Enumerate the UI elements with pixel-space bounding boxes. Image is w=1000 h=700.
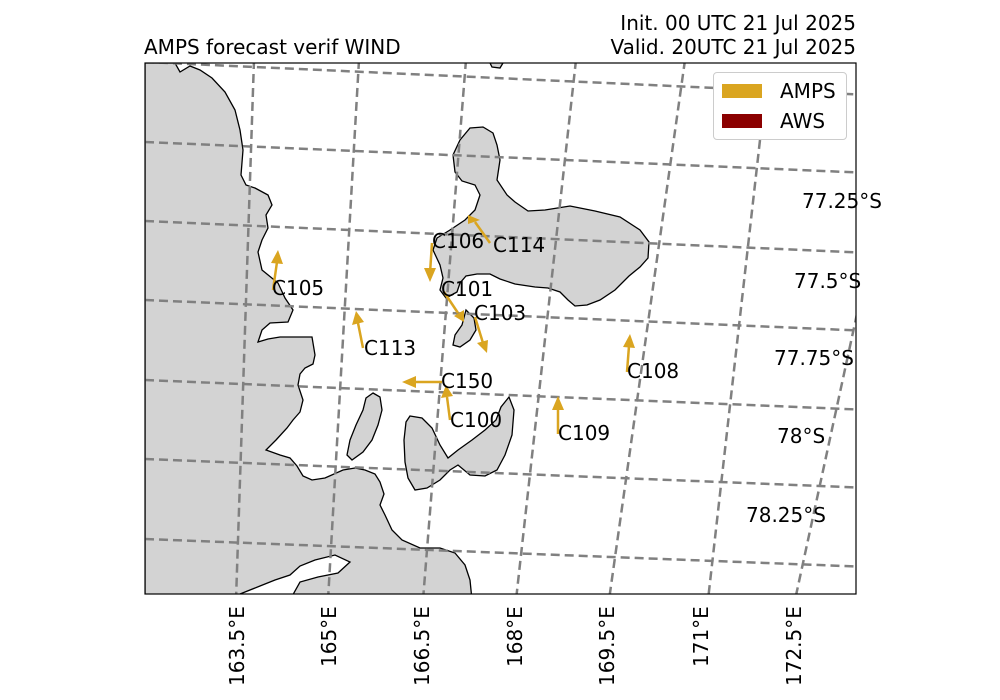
wind-arrow-c103 [473,316,488,353]
wind-arrow-c108 [623,334,635,373]
station-label: C103 [474,301,526,325]
lon-label: 169.5°E [595,606,619,686]
station-label: C113 [364,336,416,360]
wind-arrow-c101 [442,291,464,322]
latitude-labels: 77.25°S 77.5°S 77.75°S 78°S 78.25°S [746,189,882,527]
lon-label: 163.5°E [225,606,249,686]
valid-time: Valid. 20UTC 21 Jul 2025 [610,35,856,59]
lon-label: 165°E [317,606,341,667]
wind-arrow-c113 [352,311,365,349]
map-time-info: Init. 00 UTC 21 Jul 2025 Valid. 20UTC 21… [610,11,856,59]
legend-label: AWS [780,109,826,133]
station-label: C108 [627,359,679,383]
lon-label: 172.5°E [782,606,806,686]
parallel-line [145,457,856,489]
lat-label: 77.25°S [802,189,882,213]
wind-arrow-c109 [552,396,564,434]
meridian-line [515,63,577,594]
wind-arrow-c106 [424,242,436,282]
victoria-land-coast [145,63,473,594]
parallel-line [145,298,856,332]
small-island-south [452,308,477,348]
meridian-line [234,63,256,594]
wind-arrow-c100 [441,385,453,421]
legend-item-amps: AMPS [722,78,836,104]
station-label: C106 [432,229,484,253]
meridian-line [608,63,686,594]
lat-label: 78.25°S [746,503,826,527]
lon-label: 168°E [503,606,527,667]
station-label: C101 [441,277,493,301]
legend-item-aws: AWS [722,108,825,134]
station-label: C114 [493,233,545,257]
map-title: AMPS forecast verif WIND [144,35,401,59]
lat-label: 78°S [777,424,825,448]
station-label: C105 [272,276,324,300]
ross-island [432,126,650,307]
meridian-line [422,63,468,594]
wind-arrow-c150 [402,376,442,388]
parallel-line [145,219,856,254]
land-layer [145,63,650,594]
station-label: C109 [558,421,610,445]
legend-label: AMPS [780,79,836,103]
init-time: Init. 00 UTC 21 Jul 2025 [620,11,856,35]
station-label: C100 [450,408,502,432]
wind-arrow-c105 [271,250,283,291]
map-frame [144,62,857,595]
lon-label: 171°E [689,606,713,667]
black-island [346,392,383,461]
parallel-line [145,537,856,568]
station-label: C150 [441,369,493,393]
wind-arrows [271,215,635,434]
lat-label: 77.5°S [794,269,861,293]
parallel-line [145,378,856,411]
north-island [489,63,504,69]
lon-label: 166.5°E [410,606,434,686]
lat-label: 77.75°S [774,346,854,370]
meridian-line [327,63,361,594]
station-labels: C106 C114 C105 C101 C103 C113 C108 C150 … [272,229,679,445]
longitude-labels: 163.5°E 165°E 166.5°E 168°E 169.5°E 171°… [225,606,806,686]
meridian-line [707,139,762,594]
wind-arrow-c114 [468,215,492,244]
legend-swatch-amps [722,84,762,98]
legend: AMPS AWS [713,72,847,140]
white-island [403,395,515,491]
meridian-line [795,312,856,594]
legend-swatch-aws [722,114,762,128]
parallel-line [145,140,856,174]
